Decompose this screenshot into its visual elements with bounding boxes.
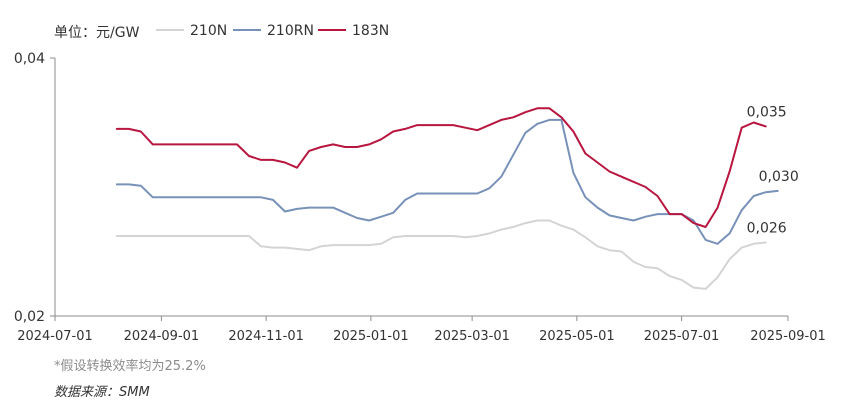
axes (54, 58, 788, 317)
unit-label: 单位：元/GW (54, 25, 140, 41)
legend-label-183n: 183N (352, 23, 389, 39)
end-labels: 0,026 0,030 0,035 (747, 104, 799, 236)
end-label-210n: 0,026 (747, 220, 787, 236)
x-tick-label: 2024-09-01 (124, 329, 200, 344)
legend-label-210rn: 210RN (267, 23, 314, 39)
y-ticks: 0,02 0,04 (14, 51, 55, 325)
x-tick-label: 2025-05-01 (539, 329, 615, 344)
end-label-210rn: 0,030 (759, 169, 799, 185)
x-tick-label: 2025-07-01 (644, 329, 720, 344)
end-label-183n: 0,035 (747, 104, 787, 120)
series-lines (115, 107, 779, 290)
x-ticks: 2024-07-01 2024-09-01 2024-11-01 2025-01-01… (17, 316, 826, 344)
x-tick-label: 2025-09-01 (750, 329, 826, 344)
legend: 210N 210RN 183N (156, 23, 389, 39)
footnote: *假设转换效率均为25.2% (54, 358, 206, 374)
series-line-210n (115, 219, 767, 290)
y-tick-label: 0,02 (14, 309, 45, 325)
x-tick-label: 2024-07-01 (17, 329, 93, 344)
series-line-210rn (115, 118, 779, 245)
source-note: 数据来源：SMM (54, 385, 150, 400)
x-tick-label: 2025-03-01 (434, 329, 510, 344)
y-tick-label: 0,04 (14, 51, 45, 67)
x-tick-label: 2025-01-01 (333, 329, 409, 344)
legend-label-210n: 210N (190, 23, 227, 39)
x-tick-label: 2024-11-01 (228, 329, 304, 344)
series-line-183n (115, 107, 767, 228)
